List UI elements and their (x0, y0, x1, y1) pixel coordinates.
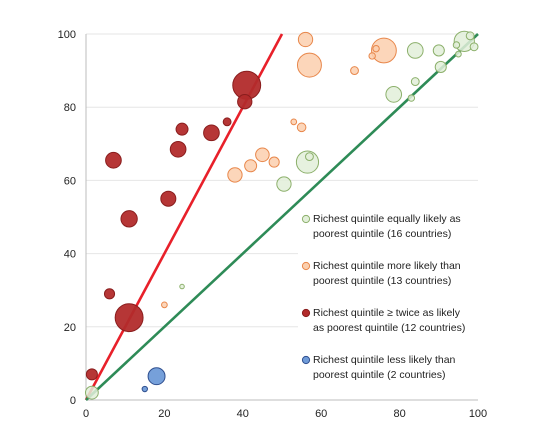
twice-bubble (103, 288, 116, 300)
legend-label: Richest quintile less likely than (313, 354, 456, 366)
more-bubble (297, 31, 314, 48)
twice-legend-marker (301, 308, 311, 318)
legend-label: Richest quintile ≥ twice as likely (313, 307, 461, 319)
equal-bubble (455, 50, 462, 58)
more-bubble (161, 301, 168, 309)
y-tick-label: 100 (58, 29, 76, 41)
legend-label: Richest quintile more likely than (313, 260, 461, 272)
equal-bubble (465, 31, 475, 41)
more-bubble (296, 122, 307, 133)
y-tick-label: 80 (64, 102, 76, 114)
equal-bubble (84, 385, 99, 400)
twice-bubble (169, 140, 187, 158)
more-bubble (244, 159, 258, 173)
twice-bubble (222, 117, 232, 127)
y-tick-label: 40 (64, 249, 76, 261)
less-legend-marker (301, 355, 311, 365)
y-tick-label: 0 (70, 395, 76, 407)
legend-label: poorest quintile (2 countries) (313, 369, 446, 381)
twice-bubble (85, 368, 98, 381)
legend-box (298, 210, 478, 389)
x-tick-label: 80 (393, 408, 405, 420)
more-bubble (296, 52, 322, 78)
twice-bubble (160, 190, 177, 207)
equal-bubble (305, 152, 314, 162)
more-bubble (372, 44, 380, 53)
more-bubble (350, 66, 359, 76)
x-tick-label: 100 (469, 408, 487, 420)
more-bubble (268, 156, 280, 168)
equal-bubble (452, 41, 461, 49)
more-bubble (368, 52, 376, 60)
axes (85, 34, 478, 401)
equal-bubble (432, 44, 445, 57)
legend-label: poorest quintile (16 countries) (313, 228, 451, 240)
equal-bubble (179, 283, 185, 290)
more-bubble (371, 37, 397, 64)
twice-bubble (120, 210, 138, 228)
x-tick-label: 20 (158, 408, 170, 420)
twice-bubble (105, 151, 122, 169)
twice-bubble (203, 124, 220, 142)
x-tick-label: 0 (83, 408, 89, 420)
equal-bubble (407, 94, 416, 102)
legend-label: as poorest quintile (12 countries) (313, 322, 465, 334)
twice-bubble (175, 122, 189, 136)
x-tick-label: 40 (237, 408, 249, 420)
twice-bubble (237, 94, 253, 110)
more-bubble (290, 118, 298, 126)
more-bubble (255, 147, 270, 163)
equal-bubble (410, 77, 420, 86)
legend-label: Richest quintile equally likely as (313, 213, 461, 225)
legend-label: poorest quintile (13 countries) (313, 275, 451, 287)
equal-legend-marker (301, 214, 311, 224)
y-tick-label: 60 (64, 175, 76, 187)
equal-bubble (406, 42, 424, 59)
y-tick-label: 20 (64, 322, 76, 334)
equal-bubble (434, 60, 447, 73)
legend: Richest quintile equally likely as poores… (298, 210, 478, 389)
x-tick-label: 60 (315, 408, 327, 420)
more-bubble (227, 167, 243, 183)
more-legend-marker (301, 261, 311, 271)
equal-bubble (276, 176, 292, 192)
less-bubble (147, 367, 166, 386)
equal-bubble (385, 86, 403, 103)
tick-labels: 0 20 40 60 80 100 0 20 40 60 80 100 (58, 29, 488, 420)
bubbles (84, 30, 479, 400)
less-bubble (141, 385, 148, 393)
twice-bubble (114, 303, 144, 333)
equal-bubble (469, 42, 479, 52)
